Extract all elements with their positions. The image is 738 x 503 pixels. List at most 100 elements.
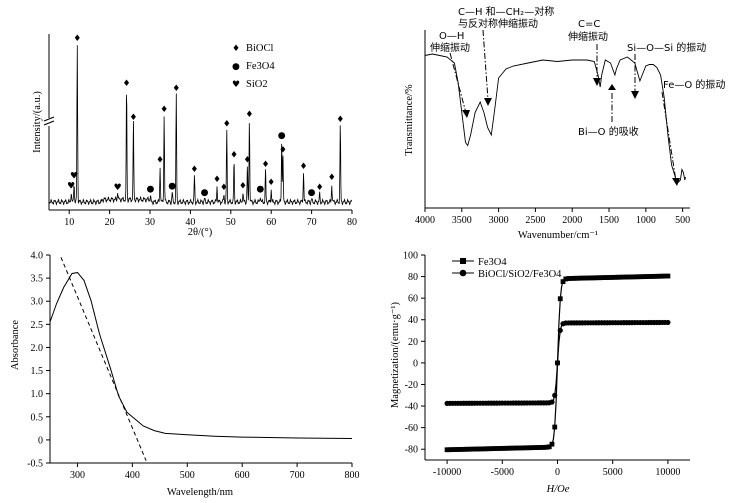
- legend-fe3o4sym: ●: [232, 62, 240, 72]
- vsm-point-fe3o4: [516, 445, 522, 451]
- vsm-point-composite: [665, 319, 671, 326]
- annotation-arrowheads: [462, 78, 680, 186]
- vsm-point-fe3o4: [477, 446, 483, 452]
- vsm-point-fe3o4: [585, 275, 591, 281]
- vsm-point-fe3o4: [444, 447, 450, 453]
- xrd-peak-marker: ♦: [299, 162, 307, 172]
- vsm-point-fe3o4: [651, 273, 657, 279]
- vsm-point-fe3o4: [563, 276, 569, 282]
- uv-y-tick-label: 3.0: [31, 297, 44, 308]
- vsm-point-fe3o4: [582, 275, 588, 281]
- vsm-point-fe3o4: [549, 441, 555, 447]
- vsm-legend-composite: BiOCl/SiO2/Fe3O4: [478, 269, 562, 280]
- vsm-point-fe3o4: [480, 446, 486, 452]
- vsm-point-fe3o4: [657, 273, 663, 279]
- ftir-x-tick-label: 1000: [636, 215, 656, 226]
- vsm-point-fe3o4: [475, 446, 480, 452]
- uv-x-tick-label: 300: [70, 470, 85, 481]
- vsm-point-fe3o4: [604, 275, 610, 280]
- legend-bioclsym: ♦: [232, 44, 240, 54]
- vsm-point-fe3o4: [505, 445, 511, 451]
- vsm-point-fe3o4: [491, 446, 497, 452]
- vsm-point-fe3o4: [646, 274, 651, 279]
- legend-fe3o4: Fe3O4: [246, 61, 275, 72]
- ftir-x-tick-label: 3000: [489, 215, 509, 226]
- vsm-point-fe3o4: [607, 275, 613, 280]
- vsm-point-fe3o4: [629, 274, 635, 280]
- xrd-peak-marker: ♦: [73, 34, 81, 44]
- uv-y-label: Absorbance: [10, 320, 21, 370]
- vsm-point-fe3o4: [596, 275, 602, 281]
- vsm-point-fe3o4: [632, 274, 638, 280]
- uv-y-tick-label: 1.0: [31, 389, 44, 400]
- vsm-point-fe3o4: [659, 273, 665, 279]
- vsm-x-tick-label: 0: [555, 467, 560, 478]
- ftir-panel: 4000 3500 3000 2500 2000 1500 1000 500 Transmit…: [404, 5, 725, 241]
- uv-x-tick-label: 600: [235, 470, 250, 481]
- vsm-y-tick-label: -80: [405, 445, 418, 456]
- vsm-point-fe3o4: [486, 446, 491, 452]
- uv-y-tick-label: -0.5: [27, 459, 43, 470]
- vsm-panel: -10000 -5000 0 5000 10000 -80 -60 -40 -20 0 20 40 6…: [390, 251, 690, 495]
- vsm-point-fe3o4: [488, 446, 494, 452]
- vsm-point-fe3o4: [499, 446, 505, 451]
- vsm-point-fe3o4: [579, 275, 585, 281]
- uv-y-tick-label: 2.0: [31, 343, 44, 354]
- vsm-point-fe3o4: [483, 446, 489, 452]
- vsm-y-tick-label: 20: [408, 337, 418, 348]
- vsm-point-fe3o4: [637, 274, 643, 280]
- vsm-point-fe3o4: [560, 279, 566, 285]
- vsm-point-fe3o4: [455, 447, 461, 452]
- ftir-spectrum-line: [424, 53, 687, 184]
- xrd-peak-marker: ♦: [279, 146, 287, 156]
- vsm-point-fe3o4: [538, 445, 544, 450]
- uv-y-tick-label: 2.5: [31, 320, 44, 331]
- vsm-point-fe3o4: [535, 445, 541, 450]
- xrd-peak-marker: ♦: [245, 110, 253, 120]
- uv-x-label: Wavelength/nm: [167, 487, 233, 498]
- vsm-point-fe3o4: [610, 274, 616, 280]
- vsm-point-composite: [557, 327, 563, 334]
- vsm-point-composite: [552, 392, 558, 398]
- vsm-point-fe3o4: [527, 445, 533, 451]
- xrd-peak-marker: ●: [278, 131, 286, 141]
- ftir-x-tick-label: 1500: [599, 215, 619, 226]
- vsm-point-fe3o4: [621, 274, 627, 280]
- vsm-point-fe3o4: [593, 275, 599, 281]
- vsm-point-fe3o4: [521, 445, 527, 451]
- xrd-peak-marker: ♦: [160, 105, 168, 115]
- xrd-peak-marker: ♦: [123, 79, 131, 89]
- uv-y-tick-label: 4.0: [31, 251, 44, 262]
- xrd-peak-marker: ♦: [220, 183, 228, 193]
- uv-x-tick-label: 800: [345, 470, 360, 481]
- vsm-point-fe3o4: [588, 275, 594, 281]
- xrd-peak-marker: ●: [308, 188, 316, 198]
- xrd-peak-marker: ♦: [262, 160, 270, 170]
- vsm-point-fe3o4: [510, 445, 516, 451]
- vsm-point-fe3o4: [469, 446, 475, 452]
- vsm-point-fe3o4: [602, 275, 607, 280]
- xrd-peak-marker: ♦: [243, 155, 251, 165]
- vsm-point-fe3o4: [613, 274, 618, 280]
- vsm-x-tick-label: -10000: [433, 467, 461, 478]
- xrd-peak-marker: ♦: [336, 115, 344, 125]
- xrd-peak-marker: ♦: [156, 155, 164, 165]
- vsm-legend-fe3o4: Fe3O4: [478, 257, 507, 268]
- ftir-x-label: Wavenumber/cm⁻¹: [518, 230, 598, 241]
- vsm-point-fe3o4: [571, 275, 577, 281]
- vsm-y-tick-label: -40: [405, 402, 418, 413]
- xrd-peak-marker: ♦: [129, 113, 137, 123]
- vsm-x-label: H/Oe: [546, 484, 570, 495]
- vsm-point-fe3o4: [552, 424, 558, 430]
- vsm-point-fe3o4: [654, 273, 660, 279]
- vsm-point-fe3o4: [615, 274, 621, 280]
- vsm-point-fe3o4: [513, 445, 519, 451]
- vsm-point-fe3o4: [502, 445, 508, 451]
- ch-label-2: 与反对称伸缩振动: [458, 17, 538, 30]
- xrd-pattern-line: [48, 45, 353, 206]
- bio-label: Bi—O 的吸收: [578, 125, 639, 138]
- vsm-point-fe3o4: [599, 275, 605, 281]
- vsm-point-fe3o4: [461, 446, 467, 452]
- vsm-point-fe3o4: [557, 296, 563, 302]
- oh-arrow: [449, 52, 467, 114]
